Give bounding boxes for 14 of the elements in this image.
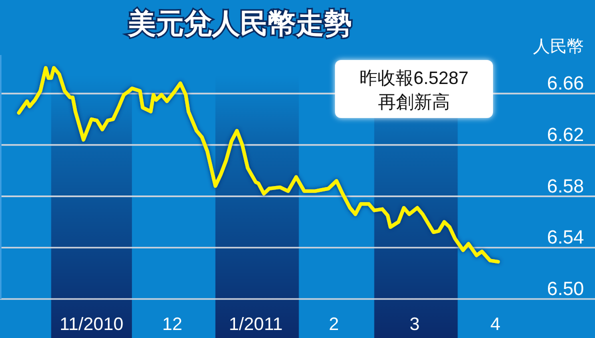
x-tick-label: 12 — [162, 314, 182, 334]
y-tick-label: 6.50 — [547, 279, 584, 300]
x-tick-label: 11/2010 — [60, 314, 124, 334]
chart-title: 美元兌人民幣走勢 — [127, 8, 352, 39]
x-tick-label: 4 — [490, 314, 500, 334]
y-tick-label: 6.62 — [547, 124, 584, 146]
x-tick-label: 2 — [328, 314, 339, 334]
x-tick-label: 1/2011 — [228, 314, 283, 334]
y-tick-label: 6.54 — [547, 228, 584, 249]
annotation: 昨收報6.5287 再創新高 — [359, 68, 469, 112]
x-tick-label: 3 — [410, 314, 420, 334]
y-axis-title: 人民幣 — [533, 37, 584, 56]
y-tick-label: 6.58 — [547, 176, 584, 198]
y-tick-label: 6.66 — [547, 74, 584, 95]
